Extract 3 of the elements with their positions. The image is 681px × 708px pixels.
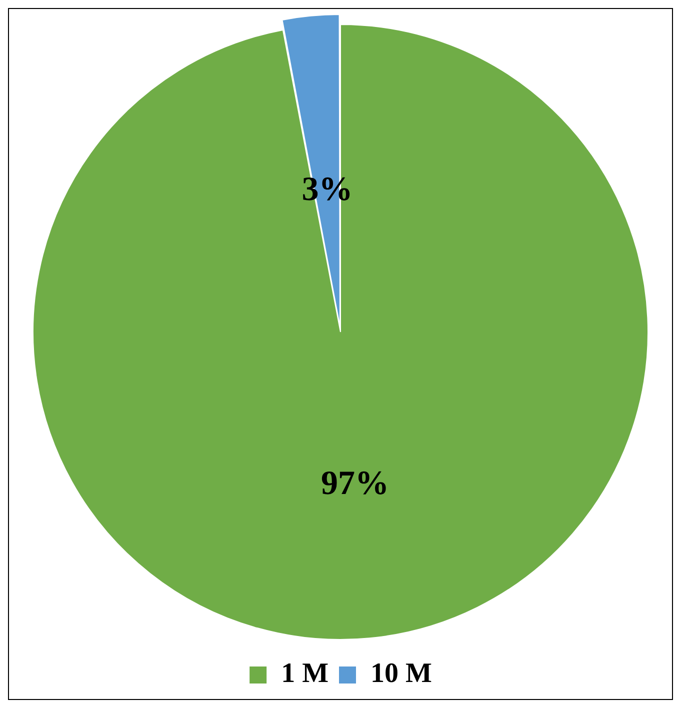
legend-label: 1 M <box>281 658 329 690</box>
legend-label: 10 M <box>370 658 432 690</box>
data-label: 97% <box>320 464 389 502</box>
